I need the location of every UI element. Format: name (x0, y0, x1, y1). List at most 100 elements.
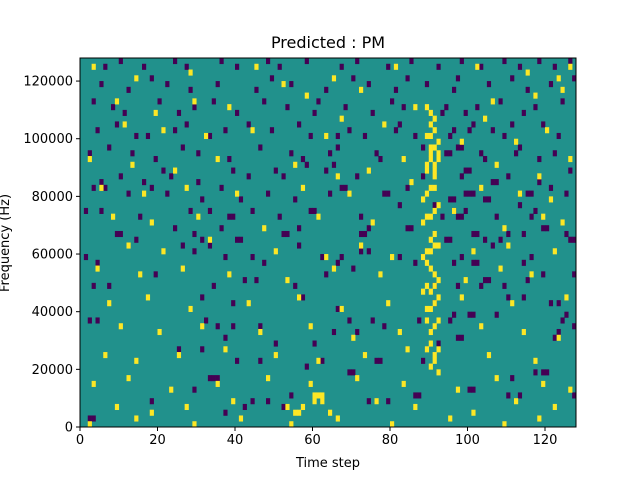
heatmap-cell-low (192, 104, 197, 111)
heatmap-cell-low (149, 75, 154, 82)
heatmap-cell-low (564, 311, 569, 318)
heatmap-cell-low (452, 311, 457, 318)
heatmap-cell-high (122, 121, 127, 128)
heatmap-cell-high (529, 271, 534, 278)
heatmap-cell-low (413, 392, 418, 399)
heatmap-cell-high (409, 179, 414, 186)
heatmap-cell-high (537, 415, 542, 422)
heatmap-cell-low (142, 179, 147, 186)
heatmap-cell-low (386, 398, 391, 405)
heatmap-cell-low (95, 317, 100, 324)
heatmap-cell-high (428, 150, 433, 157)
heatmap-cell-high (428, 156, 433, 163)
heatmap-cell-low (87, 317, 92, 324)
heatmap-cell-low (405, 225, 410, 232)
heatmap-cell-low (506, 230, 511, 238)
heatmap-cell-high (568, 156, 573, 163)
heatmap-cell-low (262, 98, 267, 105)
heatmap-cell-high (405, 346, 410, 353)
heatmap-cell-low (347, 317, 352, 324)
heatmap-cell-low (207, 242, 213, 249)
heatmap-cell-low (405, 75, 410, 82)
heatmap-cell-high (111, 213, 116, 220)
heatmap-cell-high (537, 173, 542, 180)
heatmap-cell-high (99, 184, 104, 191)
heatmap-cell-low (498, 98, 503, 105)
heatmap-cell-high (424, 346, 430, 353)
heatmap-cell-high (331, 75, 337, 82)
heatmap-cell-high (223, 346, 228, 353)
heatmap-cell-low (560, 98, 565, 105)
heatmap-cell-low (533, 207, 538, 214)
heatmap-cell-high (289, 421, 294, 428)
x-tick-label: 100 (455, 433, 480, 448)
heatmap-cell-high (339, 305, 344, 312)
heatmap-cell-low (572, 271, 577, 278)
heatmap-cell-low (149, 184, 154, 191)
heatmap-cell-low (165, 81, 170, 88)
heatmap-cell-high (262, 225, 267, 232)
heatmap-cell-high (564, 294, 569, 301)
heatmap-cell-high (424, 282, 430, 289)
heatmap-cell-high (533, 92, 538, 99)
heatmap-cell-low (479, 63, 484, 70)
heatmap-cell-high (436, 156, 441, 163)
heatmap-cell-low (200, 346, 205, 353)
heatmap-cell-high (428, 363, 433, 370)
heatmap-cell-low (289, 81, 294, 88)
heatmap-cell-low (455, 144, 461, 151)
heatmap-cell-high (95, 265, 100, 272)
heatmap-cell-low (455, 334, 461, 341)
heatmap-cell-high (560, 86, 565, 93)
heatmap-cell-high (114, 98, 120, 105)
heatmap-cell-low (409, 58, 414, 65)
heatmap-cell-low (467, 311, 472, 318)
heatmap-cell-high (254, 63, 259, 70)
heatmap-cell-high (184, 403, 189, 411)
heatmap-cell-high (142, 190, 147, 197)
heatmap-cell-high (118, 323, 123, 330)
heatmap-cell-high (556, 334, 561, 341)
heatmap-cell-high (215, 380, 220, 387)
heatmap-cell-high (359, 242, 364, 249)
heatmap-cell-low (459, 144, 464, 151)
heatmap-cell-high (335, 415, 340, 422)
heatmap-cell-high (366, 167, 371, 174)
heatmap-cell-low (331, 328, 337, 336)
heatmap-cell-high (300, 403, 306, 411)
heatmap-cell-low (467, 386, 472, 393)
heatmap-cell-high (114, 403, 120, 411)
heatmap-cell-low (254, 86, 259, 93)
heatmap-cell-low (269, 127, 275, 134)
heatmap-cell-low (459, 173, 464, 180)
heatmap-cell-low (517, 202, 523, 209)
heatmap-cell-low (413, 132, 418, 140)
heatmap-cell-high (545, 127, 550, 134)
heatmap-cell-low (417, 317, 422, 324)
heatmap-cell-low (107, 144, 112, 151)
heatmap-cell-low (448, 236, 453, 243)
heatmap-cell-high (126, 375, 131, 382)
heatmap-cell-low (173, 58, 178, 65)
heatmap-cell-low (436, 340, 441, 347)
heatmap-cell-low (269, 75, 275, 82)
heatmap-cell-high (479, 323, 484, 330)
heatmap-cell-low (471, 121, 476, 128)
heatmap-cell-low (413, 259, 418, 266)
heatmap-cell-low (370, 317, 375, 324)
heatmap-cell-low (312, 207, 317, 214)
heatmap-cell-high (378, 271, 383, 278)
heatmap-cell-high (293, 409, 298, 416)
heatmap-cell-high (273, 248, 278, 255)
heatmap-cell-high (432, 282, 437, 289)
heatmap-cell-low (192, 230, 197, 238)
heatmap-cell-low (324, 167, 329, 174)
heatmap-cell-low (180, 144, 185, 151)
heatmap-cell-high (215, 156, 220, 163)
x-tick-label: 80 (382, 433, 399, 448)
heatmap-cell-low (99, 179, 104, 186)
chart-title: Predicted : PM (271, 33, 385, 52)
heatmap-cell-low (405, 184, 410, 191)
heatmap-cell-low (138, 213, 143, 220)
